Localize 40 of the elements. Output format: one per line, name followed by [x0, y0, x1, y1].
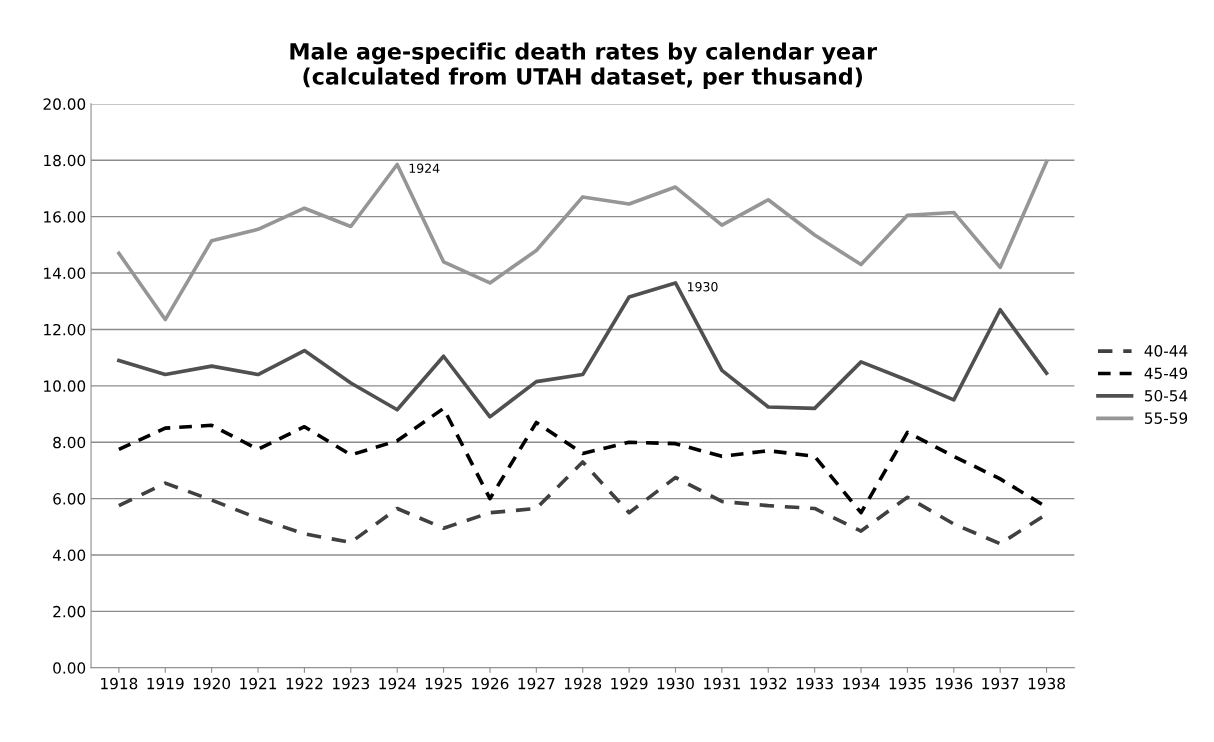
y-tick-label: 18.00: [44, 154, 86, 167]
annotation: 1930: [687, 281, 718, 292]
x-tick-label: 1931: [704, 677, 740, 690]
y-tick-label: 12.00: [44, 323, 86, 336]
annotation: 1924: [409, 163, 440, 174]
x-tick-label: 1918: [101, 677, 138, 690]
y-tick-label: 6.00: [53, 493, 86, 505]
legend-label: 45-49: [1144, 367, 1188, 380]
x-tick-label: 1925: [425, 677, 462, 690]
y-tick-label: 14.00: [44, 267, 86, 280]
x-tick-label: 1936: [936, 677, 973, 690]
chart-title: Male age-specific death rates by calendar year (calculated from UTAH dataset, per thusand): [290, 42, 877, 90]
y-tick-label: 4.00: [52, 549, 86, 562]
y-tick-label: 10.00: [44, 380, 86, 392]
x-tick-label: 1934: [843, 677, 880, 690]
x-tick-label: 1922: [286, 677, 323, 690]
x-tick-label: 1935: [889, 677, 926, 690]
y-tick-label: 20.00: [43, 98, 86, 110]
x-tick-label: 1930: [657, 677, 694, 690]
y-tick-label: 16.00: [44, 211, 86, 223]
x-tick-label: 1919: [147, 677, 184, 690]
x-tick-label: 1938: [1028, 677, 1065, 690]
y-tick-label: 2.00: [53, 605, 86, 618]
x-tick-label: 1921: [240, 677, 277, 690]
legend-label: 55-59: [1144, 412, 1188, 424]
y-tick-label: 0.00: [53, 662, 86, 674]
x-tick-label: 1923: [333, 677, 370, 690]
x-tick-label: 1920: [193, 677, 231, 690]
x-tick-label: 1933: [796, 677, 833, 690]
legend-label: 50-54: [1144, 389, 1188, 402]
legend-label: 40-44: [1144, 345, 1188, 357]
line-series: [117, 281, 1049, 419]
x-tick-label: 1924: [379, 677, 416, 690]
x-tick-label: 1927: [518, 677, 555, 690]
x-tick-label: 1937: [982, 677, 1019, 690]
x-tick-label: 1928: [564, 677, 602, 690]
x-tick-label: 1929: [611, 677, 648, 690]
y-tick-label: 8.00: [53, 436, 86, 449]
x-tick-label: 1932: [750, 677, 787, 690]
x-tick-label: 1926: [472, 677, 509, 690]
